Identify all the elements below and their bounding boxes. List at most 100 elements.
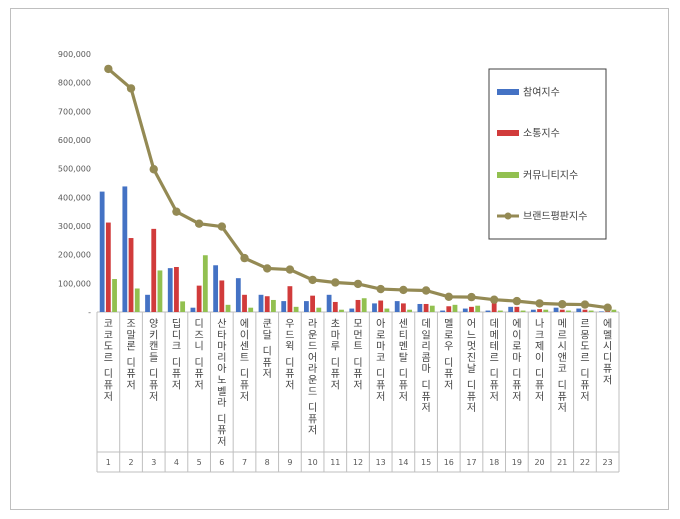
bar-커뮤니티지수 — [475, 305, 481, 312]
line-point — [489, 295, 499, 304]
legend-swatch-커뮤니티지수 — [497, 172, 519, 178]
y-tick-label: 100,000 — [58, 279, 91, 288]
category-index-label: 19 — [512, 458, 522, 467]
category-index-label: 14 — [398, 458, 408, 467]
line-point — [444, 292, 453, 302]
category-index-label: 13 — [376, 458, 386, 467]
category-index-label: 1 — [106, 458, 111, 467]
bar-참여지수 — [372, 303, 377, 312]
bar-소통지수 — [219, 280, 225, 312]
bar-참여지수 — [326, 294, 332, 312]
bar-참여지수 — [258, 294, 264, 312]
bar-소통지수 — [491, 302, 497, 312]
bar-소통지수 — [242, 294, 247, 312]
bar-커뮤니티지수 — [566, 310, 571, 312]
category-index-label: 8 — [265, 458, 270, 467]
bar-소통지수 — [174, 266, 179, 312]
bar-참여지수 — [304, 301, 309, 312]
bar-커뮤니티지수 — [316, 307, 322, 312]
bar-커뮤니티지수 — [271, 299, 276, 312]
category-index-label: 10 — [308, 458, 318, 467]
bar-소통지수 — [400, 303, 406, 312]
line-point — [172, 207, 181, 216]
line-point — [217, 222, 227, 231]
bar-소통지수 — [151, 228, 157, 312]
bar-커뮤니티지수 — [202, 255, 208, 312]
y-tick-label: 300,000 — [58, 222, 91, 231]
bar-커뮤니티지수 — [429, 305, 435, 312]
legend-swatch-참여지수 — [497, 89, 519, 95]
legend-label: 참여지수 — [523, 87, 560, 99]
bar-소통지수 — [287, 286, 293, 312]
bar-커뮤니티지수 — [293, 306, 299, 312]
bar-커뮤니티지수 — [225, 304, 231, 312]
legend-marker — [504, 212, 512, 220]
category-index-label: 23 — [603, 458, 613, 467]
category-index-label: 6 — [219, 458, 224, 467]
legend-label: 소통지수 — [523, 128, 560, 140]
bar-커뮤니티지수 — [134, 288, 140, 312]
bar-소통지수 — [537, 309, 542, 312]
line-point — [467, 292, 476, 302]
bar-소통지수 — [514, 306, 520, 312]
line-point — [421, 286, 431, 295]
bar-소통지수 — [582, 309, 588, 312]
line-point — [240, 253, 249, 263]
bar-참여지수 — [599, 311, 604, 312]
bar-참여지수 — [281, 301, 287, 312]
bar-참여지수 — [167, 268, 173, 312]
bar-소통지수 — [559, 309, 565, 312]
line-point — [353, 279, 363, 289]
bar-참여지수 — [122, 186, 128, 312]
y-tick-label: 800,000 — [58, 79, 91, 88]
line-point — [399, 285, 408, 295]
bar-소통지수 — [469, 306, 474, 312]
y-tick-label: 400,000 — [58, 193, 91, 202]
line-point — [603, 303, 612, 312]
bar-커뮤니티지수 — [452, 304, 458, 312]
bar-소통지수 — [128, 238, 134, 312]
category-index-label: 2 — [128, 458, 133, 467]
y-tick-label: 900,000 — [58, 50, 91, 59]
bar-참여지수 — [440, 310, 445, 312]
line-point — [376, 284, 385, 294]
bar-커뮤니티지수 — [384, 308, 390, 312]
line-point — [104, 64, 113, 74]
bar-참여지수 — [485, 310, 491, 312]
bar-커뮤니티지수 — [112, 279, 117, 312]
category-index-label: 3 — [151, 458, 156, 467]
line-point — [331, 278, 340, 287]
line-point — [580, 300, 590, 309]
category-index-label: 9 — [287, 458, 292, 467]
bar-소통지수 — [355, 299, 361, 312]
bar-커뮤니티지수 — [180, 301, 186, 312]
category-index-label: 20 — [534, 458, 544, 467]
bar-커뮤니티지수 — [543, 309, 549, 312]
category-index-label: 7 — [242, 458, 247, 467]
bar-커뮤니티지수 — [497, 310, 503, 312]
bar-참여지수 — [190, 307, 196, 312]
category-index-label: 17 — [466, 458, 476, 467]
legend-box — [488, 68, 607, 240]
bar-참여지수 — [235, 278, 241, 312]
line-point — [194, 219, 204, 228]
bar-참여지수 — [576, 308, 582, 312]
line-point — [263, 264, 272, 273]
